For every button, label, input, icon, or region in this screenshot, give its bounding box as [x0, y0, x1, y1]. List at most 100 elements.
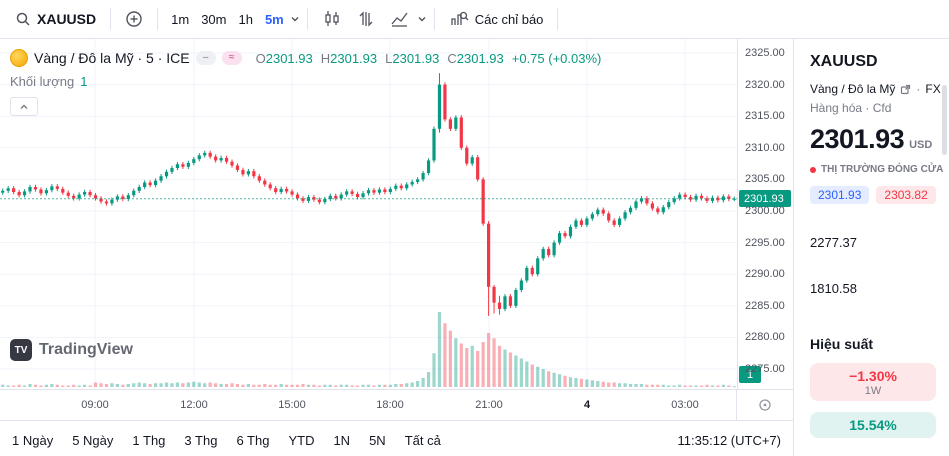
range-ytd[interactable]: YTD [288, 432, 315, 448]
ohlc-low-value: 2301.93 [392, 50, 440, 66]
price-axis-label: 2275.00 [745, 363, 785, 375]
grid [0, 39, 737, 389]
interval-1m[interactable]: 1m [171, 11, 190, 27]
volume-badge: 1 [739, 366, 761, 383]
bid-ask-row: 2301.93 2303.82 [810, 186, 949, 204]
plus-circle-icon [125, 10, 143, 28]
interval-1h[interactable]: 1h [238, 11, 253, 27]
ohlc-values: O2301.93 H2301.93 L2301.93 C2301.93 +0.7… [256, 51, 602, 66]
interval-5m[interactable]: 5m [264, 11, 284, 27]
legend-collapse-pill[interactable]: – [195, 51, 216, 65]
clock-timezone[interactable]: 11:35:12 (UTC+7) [677, 432, 781, 448]
range-low-value: 2277.37 [810, 235, 857, 250]
indicators-label: Các chỉ báo [474, 11, 544, 27]
market-status-text: THỊ TRƯỜNG ĐÓNG CỬA [821, 164, 944, 175]
chart-pattern-icon[interactable] [383, 5, 417, 33]
price-axis-label: 2290.00 [745, 268, 785, 281]
ohlc-close-value: 2301.93 [456, 50, 504, 66]
time-axis-label: 4 [583, 399, 591, 411]
gold-coin-icon [10, 49, 28, 67]
tradingview-logo-text: TradingView [39, 341, 133, 358]
performance-cell-2[interactable]: 15.54% [810, 412, 936, 438]
symbol-search-button[interactable]: XAUUSD [8, 7, 103, 31]
performance-title: Hiệu suất [810, 336, 874, 352]
range-5d[interactable]: 5 Ngày [72, 432, 114, 448]
time-axis[interactable]: 09:00 12:00 15:00 18:00 21:00 4 03:00 [0, 389, 793, 420]
performance-cell-1w[interactable]: −1.30% 1W [810, 363, 936, 401]
last-price-badge: 2301.93 [739, 190, 791, 208]
range-3m[interactable]: 3 Thg [184, 432, 218, 448]
dot-separator: · [916, 82, 921, 96]
price-axis-label: 2310.00 [745, 141, 785, 154]
price-axis-label: 2300.00 [745, 205, 785, 217]
candlestick-chart[interactable] [0, 39, 737, 389]
range-6m[interactable]: 6 Thg [236, 432, 270, 448]
range-1m[interactable]: 1 Thg [132, 432, 166, 448]
volume-bars [1, 312, 736, 388]
price-axis-label: 2325.00 [745, 47, 785, 59]
ohlc-change: +0.75 (+0.03%) [511, 50, 602, 66]
symbol-detail-panel: XAUUSD Vàng / Đô la Mỹ · FX Hàng hóa · C… [793, 39, 949, 456]
market-closed-dot-icon [810, 166, 816, 173]
bid-pill: 2301.93 [810, 186, 870, 204]
chart-legend: Vàng / Đô la Mỹ · 5 · ICE – ≈ O2301.93 H… [10, 49, 601, 116]
panel-symbol-name-row[interactable]: Vàng / Đô la Mỹ · FX [810, 82, 949, 96]
ohlc-high-key: H [320, 50, 331, 66]
ohlc-high-value: 2301.93 [330, 50, 378, 66]
range-52w-low-value: 1810.58 [810, 281, 857, 296]
price-axis-label: 2280.00 [745, 331, 785, 344]
range-5y[interactable]: 5N [369, 432, 386, 448]
time-axis-label: 18:00 [376, 399, 404, 411]
interval-chevron-down-icon[interactable] [290, 14, 300, 24]
external-link-icon [900, 84, 911, 95]
panel-symbol-title[interactable]: XAUUSD [810, 53, 878, 70]
toolbar-separator [306, 8, 308, 30]
panel-market-label: FX [925, 82, 941, 96]
price-axis-label: 2295.00 [745, 236, 785, 249]
market-status-row: THỊ TRƯỜNG ĐÓNG CỬA [810, 164, 949, 175]
panel-price-row: 2301.93 USD [810, 124, 949, 155]
panel-symbol-name: Vàng / Đô la Mỹ [810, 82, 896, 96]
price-axis-label: 2285.00 [745, 299, 785, 312]
style-chevron-down-icon[interactable] [417, 14, 427, 24]
range-1y[interactable]: 1N [333, 432, 351, 448]
panel-price: 2301.93 [810, 124, 905, 154]
axis-settings-icon [758, 398, 772, 412]
compare-arrows-icon[interactable] [349, 5, 383, 33]
price-axis[interactable]: 2301.93 1 2325.00 2320.00 2315.00 2310.00 23… [737, 39, 794, 389]
top-toolbar: XAUUSD 1m 30m 1h 5m [0, 0, 949, 39]
time-axis-label: 15:00 [278, 399, 306, 411]
legend-symbol-title[interactable]: Vàng / Đô la Mỹ · 5 · ICE [34, 50, 190, 66]
performance-period: 1W [864, 385, 882, 397]
volume-label[interactable]: Khối lượng [10, 74, 75, 89]
chart-style-icon[interactable] [315, 5, 349, 33]
chart-section: 2301.93 1 2325.00 2320.00 2315.00 2310.00 23… [0, 39, 793, 456]
legend-collapse-button[interactable] [10, 97, 38, 116]
axis-settings-corner[interactable] [736, 390, 793, 420]
performance-value: 15.54% [849, 417, 897, 433]
volume-value: 1 [80, 74, 88, 89]
panel-scrollbar[interactable] [942, 85, 947, 155]
toolbar-separator [110, 8, 112, 30]
legend-approx-pill[interactable]: ≈ [221, 51, 242, 65]
ohlc-open-value: 2301.93 [265, 50, 313, 66]
ohlc-close-key: C [447, 50, 457, 66]
symbol-label: XAUUSD [37, 11, 97, 27]
performance-value: −1.30% [849, 368, 897, 384]
ohlc-open-key: O [255, 50, 266, 66]
tradingview-watermark: TV TradingView [10, 339, 133, 361]
range-all[interactable]: Tất cả [404, 432, 441, 448]
interval-30m[interactable]: 30m [201, 11, 227, 27]
toolbar-separator [557, 8, 559, 30]
candles [1, 73, 736, 316]
chart-plot-area: 2301.93 1 2325.00 2320.00 2315.00 2310.00 23… [0, 39, 793, 389]
toolbar-separator [433, 8, 435, 30]
main-area: 2301.93 1 2325.00 2320.00 2315.00 2310.00 23… [0, 39, 949, 456]
compare-add-button[interactable] [118, 6, 150, 32]
search-icon [15, 11, 31, 27]
indicators-button[interactable]: Các chỉ báo [442, 5, 551, 33]
time-axis-label: 09:00 [81, 399, 109, 411]
ohlc-low-key: L [385, 50, 393, 66]
range-1d[interactable]: 1 Ngày [12, 432, 54, 448]
panel-currency: USD [909, 139, 933, 151]
